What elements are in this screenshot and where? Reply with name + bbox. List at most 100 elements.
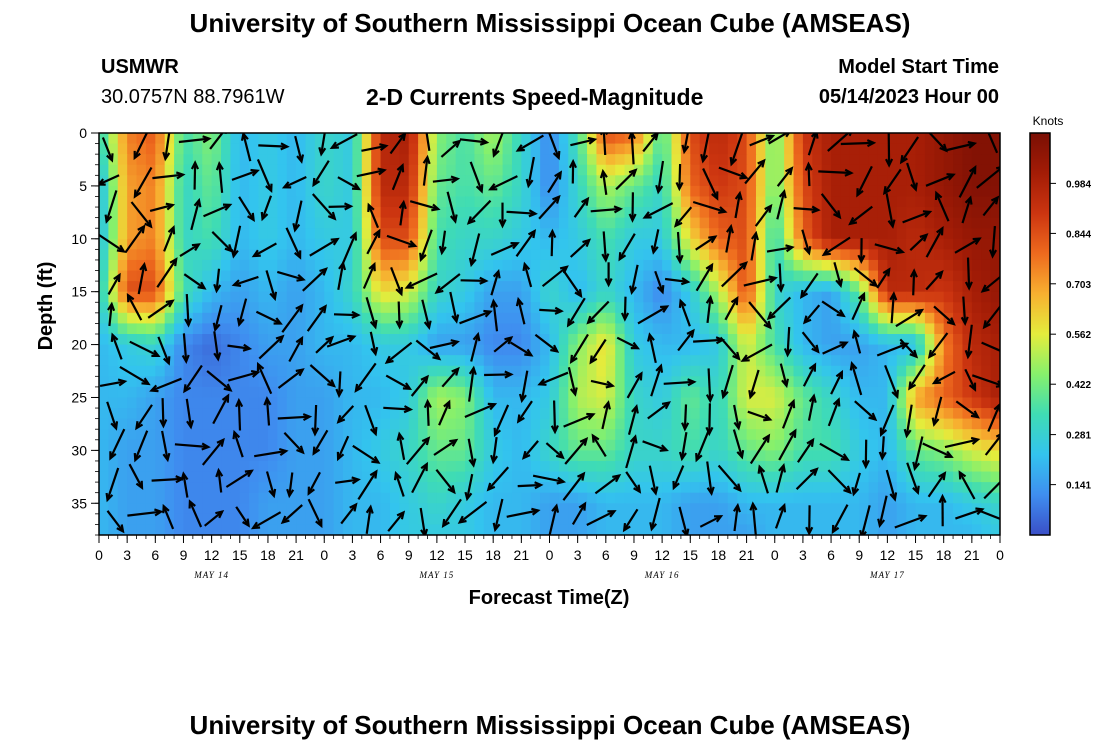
heatmap-cell [127,439,138,451]
current-arrow-shaft [492,133,504,156]
heatmap-cell [352,386,363,399]
heatmap-cell [840,492,851,504]
heatmap-cell [418,323,429,335]
heatmap-cell [605,482,616,494]
current-arrow-shaft [623,296,627,320]
heatmap-cell [324,503,335,515]
heatmap-cell [934,302,945,314]
current-arrow [964,368,977,392]
heatmap-cell [680,259,691,272]
heatmap-cell [314,471,325,483]
heatmap-cell [831,365,842,377]
heatmap-cell [943,429,954,441]
current-arrow-shaft [228,371,259,382]
heatmap-cell [418,418,429,430]
heatmap-cell [746,365,757,377]
heatmap-cell [117,281,128,293]
heatmap-cell [868,365,879,377]
heatmap-cell [652,217,663,229]
current-arrow-shaft [394,472,405,497]
heatmap-cell [530,439,541,451]
heatmap-cell [155,418,166,430]
heatmap-cell [662,281,673,293]
heatmap-cell [568,429,579,441]
current-arrow-shaft [214,304,223,330]
heatmap-cell [981,238,992,250]
heatmap-cell [849,397,860,409]
heatmap-cell [774,323,785,335]
current-arrow-head [740,354,750,362]
heatmap-cell [155,259,166,272]
heatmap-cell [493,312,504,325]
heatmap-cell [211,482,222,494]
current-arrow-head [492,522,501,533]
heatmap-cell [615,207,626,219]
heatmap-cell [662,143,673,155]
heatmap-cell [577,238,588,250]
heatmap-cell [221,302,231,314]
heatmap-cell [399,460,410,473]
heatmap-cell [145,418,156,430]
current-arrow [621,296,630,322]
heatmap-cell [174,513,185,526]
heatmap-cell [427,482,438,494]
heatmap-cell [943,207,954,219]
heatmap-cell [239,418,250,430]
heatmap-cell [540,154,551,166]
current-arrow-head [367,202,375,213]
heatmap-cell [267,217,278,229]
heatmap-cell [127,429,138,441]
heatmap-cell [971,154,982,166]
heatmap-cell [333,238,344,250]
heatmap-cell [605,302,616,314]
current-arrow-head [885,158,894,168]
heatmap-cell [633,217,644,229]
heatmap-cell [868,154,879,166]
heatmap-cell [615,323,626,335]
heatmap-cell [267,482,278,494]
heatmap-cell [812,312,823,325]
heatmap-cell [605,460,616,473]
heatmap-cell [737,143,748,155]
heatmap-cell [596,344,607,356]
heatmap-cell [108,482,119,494]
current-arrow-shaft [754,205,772,227]
heatmap-cell [361,185,372,198]
heatmap-cell [249,270,260,282]
heatmap-cell [99,439,109,451]
current-arrow-head [811,205,821,214]
heatmap-cell [990,450,1000,462]
heatmap-cell [183,249,194,261]
heatmap-cell [530,281,541,293]
heatmap-cell [399,492,410,504]
heatmap-cell [746,524,757,535]
current-arrow-head [678,451,687,462]
heatmap-cell [877,133,888,145]
heatmap-cell [877,154,888,166]
heatmap-cell [427,397,438,409]
current-arrow-head [269,291,278,302]
heatmap-cell [671,397,682,409]
heatmap-cell [333,429,344,441]
heatmap-cell [474,133,485,145]
heatmap-cell [727,439,738,451]
heatmap-cell [643,365,654,377]
heatmap-cell [164,429,175,441]
heatmap-cell [324,450,335,462]
heatmap-cell [502,386,513,399]
heatmap-cell [211,175,222,187]
heatmap-cell [211,196,222,208]
heatmap-cell [990,376,1000,388]
heatmap-cell [352,355,363,367]
heatmap-cell [540,386,551,399]
heatmap-cell [99,492,109,504]
heatmap-cell [314,450,325,462]
heatmap-cell [859,418,870,430]
current-arrow-head [247,212,255,223]
heatmap-cell [549,281,560,293]
heatmap-cell [652,291,663,303]
current-arrow-shaft [853,331,862,354]
current-arrow-head [878,451,887,461]
heatmap-cell [633,397,644,409]
heatmap-cell [643,154,654,166]
